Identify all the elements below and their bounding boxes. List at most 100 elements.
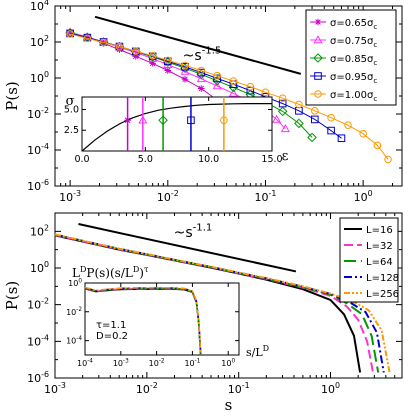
legend: L=16 L=32 L=64 L=128 L=256 bbox=[339, 217, 399, 303]
inset-y-axis-label: σ bbox=[66, 94, 75, 109]
data-point bbox=[311, 115, 319, 124]
inset-y-tick-label: 10-2 bbox=[66, 307, 82, 317]
data-point bbox=[278, 94, 287, 103]
x-axis-label: s bbox=[225, 396, 233, 414]
data-point bbox=[181, 75, 189, 83]
tick-marks bbox=[55, 5, 402, 187]
y-tick-label: 10-6 bbox=[27, 178, 49, 193]
y-tick-label: 100 bbox=[30, 70, 49, 85]
data-point bbox=[272, 114, 282, 123]
data-point bbox=[337, 134, 346, 143]
data-point bbox=[66, 30, 74, 38]
x-tick-label: 10-2 bbox=[136, 381, 158, 396]
inset: 10-4 10-3 10-2 10-1 10010-410-2100LDP(s)(s/L… bbox=[66, 265, 269, 368]
inset-x-tick-label: 15.0 bbox=[261, 154, 282, 165]
data-point bbox=[278, 99, 287, 108]
x-tick-label: 10-3 bbox=[59, 189, 81, 204]
data-point bbox=[197, 66, 206, 75]
legend-label: L=16 bbox=[366, 225, 393, 236]
y-axis-label: P(s) bbox=[3, 81, 21, 111]
data-point bbox=[181, 61, 189, 70]
inset-marker bbox=[124, 116, 131, 124]
inset-marker bbox=[187, 116, 195, 125]
series-4 bbox=[66, 30, 392, 164]
data-point bbox=[307, 132, 317, 143]
inset-note: τ=1.1 bbox=[96, 320, 126, 331]
legend-marker bbox=[314, 72, 322, 80]
inset-y-tick-label: 10-4 bbox=[66, 336, 82, 346]
inset-y-tick-label: 2.5 bbox=[64, 125, 79, 136]
data-point bbox=[311, 107, 319, 115]
data-point bbox=[100, 39, 107, 47]
data-point bbox=[99, 38, 108, 47]
y-tick-label: 102 bbox=[30, 34, 49, 49]
data-point bbox=[213, 74, 221, 83]
y-tick-label: 10-6 bbox=[27, 370, 49, 385]
y-axis-label: P(s) bbox=[3, 281, 21, 311]
inset-x-axis-label: s/LD bbox=[246, 344, 269, 359]
y-tick-label: 10-2 bbox=[27, 297, 49, 312]
y-tick-label: 104 bbox=[30, 0, 49, 13]
legend-marker bbox=[313, 35, 323, 44]
legend-label: L=128 bbox=[366, 273, 399, 284]
inset: 0.0 5.0 10.0 15.02.55.0σε bbox=[64, 94, 289, 165]
slope-annotation: ~s-1.5 bbox=[183, 46, 222, 64]
data-point bbox=[246, 82, 255, 91]
series-line-4 bbox=[54, 233, 391, 373]
guide-line bbox=[78, 223, 297, 273]
slope-annotation: ~s-1.1 bbox=[174, 223, 213, 241]
x-tick-label: 10-2 bbox=[157, 189, 179, 204]
guide-line bbox=[94, 15, 302, 75]
data-point bbox=[261, 88, 270, 97]
inset-x-tick-label: 10-2 bbox=[149, 358, 165, 368]
data-point bbox=[327, 113, 335, 122]
data-point bbox=[344, 121, 352, 129]
bottom-panel: 10-3 10-2 10-1 100 10-6 10-4 10-2 100 102 P(s) s ~s… bbox=[3, 212, 403, 414]
data-point bbox=[280, 124, 290, 133]
inset-curve bbox=[81, 102, 272, 152]
data-point bbox=[295, 100, 303, 109]
x-tick-label: 10-1 bbox=[255, 189, 277, 204]
data-point bbox=[373, 141, 382, 150]
data-point bbox=[384, 155, 392, 164]
data-point bbox=[164, 67, 172, 74]
data-point bbox=[327, 126, 335, 135]
inset-y-tick-label: 5.0 bbox=[64, 104, 79, 115]
y-tick-label: 10-4 bbox=[27, 142, 49, 157]
inset-ticks bbox=[81, 97, 273, 151]
inset-marker bbox=[158, 115, 168, 126]
y-tick-label: 102 bbox=[30, 223, 49, 238]
inset-x-tick-label: 10-4 bbox=[77, 358, 93, 368]
data-point bbox=[228, 82, 239, 93]
legend-label: σ=1.00σc bbox=[330, 90, 377, 103]
inset-x-tick-label: 0.0 bbox=[74, 154, 89, 165]
inset-series-line bbox=[84, 286, 202, 355]
series-line-3 bbox=[54, 233, 385, 373]
data-point bbox=[294, 118, 304, 129]
data-point bbox=[213, 71, 221, 80]
data-point bbox=[83, 34, 92, 43]
legend-label: σ=0.65σc bbox=[330, 18, 377, 31]
inset-x-axis-label: ε bbox=[282, 149, 289, 164]
legend-marker bbox=[314, 18, 322, 26]
data-point bbox=[197, 85, 205, 92]
data-point bbox=[359, 129, 367, 138]
inset-note: D=0.2 bbox=[96, 331, 128, 342]
data-point bbox=[197, 68, 206, 77]
x-tick-label: 100 bbox=[321, 381, 340, 396]
legend-marker bbox=[313, 53, 323, 63]
inset-frame bbox=[81, 96, 273, 152]
legend-marker bbox=[314, 90, 322, 98]
x-tick-label: 100 bbox=[354, 189, 373, 204]
inset-y-axis-label: LDP(s)(s/LD)τ bbox=[72, 265, 149, 280]
inset-ticks bbox=[84, 282, 239, 355]
inset-marker bbox=[220, 116, 228, 125]
inset-x-tick-label: 10-1 bbox=[184, 358, 200, 368]
data-point bbox=[115, 42, 124, 51]
x-tick-label: 10-3 bbox=[44, 381, 66, 396]
legend-label: σ=0.75σc bbox=[330, 36, 377, 49]
data-point bbox=[148, 52, 157, 60]
data-point bbox=[196, 74, 206, 83]
series-line bbox=[69, 33, 389, 160]
